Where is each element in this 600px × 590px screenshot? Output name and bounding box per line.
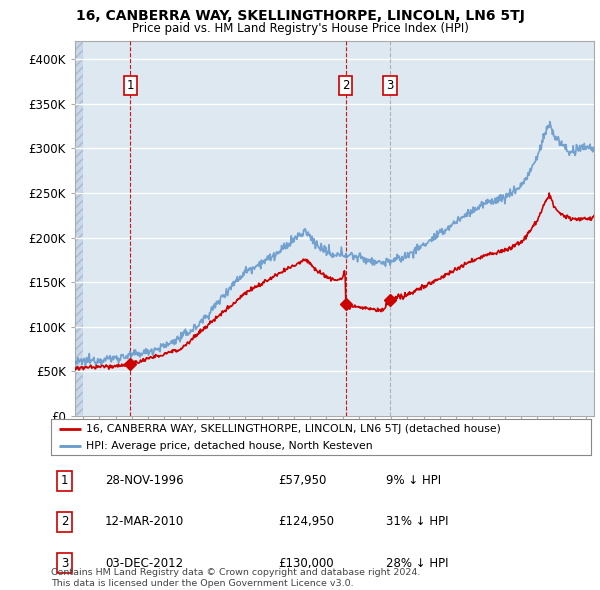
Text: 31% ↓ HPI: 31% ↓ HPI [386, 515, 448, 529]
Text: £124,950: £124,950 [278, 515, 334, 529]
Text: 1: 1 [61, 474, 68, 487]
Text: 16, CANBERRA WAY, SKELLINGTHORPE, LINCOLN, LN6 5TJ (detached house): 16, CANBERRA WAY, SKELLINGTHORPE, LINCOL… [86, 424, 501, 434]
Text: 16, CANBERRA WAY, SKELLINGTHORPE, LINCOLN, LN6 5TJ: 16, CANBERRA WAY, SKELLINGTHORPE, LINCOL… [76, 9, 524, 23]
Text: £130,000: £130,000 [278, 556, 334, 570]
Text: 3: 3 [386, 80, 394, 93]
Text: 2: 2 [61, 515, 68, 529]
Text: 3: 3 [61, 556, 68, 570]
Text: This data is licensed under the Open Government Licence v3.0.: This data is licensed under the Open Gov… [51, 579, 353, 588]
Bar [75, 41, 83, 416]
Text: 1: 1 [127, 80, 134, 93]
Text: 28-NOV-1996: 28-NOV-1996 [105, 474, 184, 487]
Text: Price paid vs. HM Land Registry's House Price Index (HPI): Price paid vs. HM Land Registry's House … [131, 22, 469, 35]
Text: 2: 2 [342, 80, 349, 93]
Text: 03-DEC-2012: 03-DEC-2012 [105, 556, 183, 570]
Text: HPI: Average price, detached house, North Kesteven: HPI: Average price, detached house, Nort… [86, 441, 373, 451]
Text: 28% ↓ HPI: 28% ↓ HPI [386, 556, 448, 570]
Text: £57,950: £57,950 [278, 474, 326, 487]
Text: 12-MAR-2010: 12-MAR-2010 [105, 515, 184, 529]
Text: Contains HM Land Registry data © Crown copyright and database right 2024.: Contains HM Land Registry data © Crown c… [51, 568, 421, 576]
Text: 9% ↓ HPI: 9% ↓ HPI [386, 474, 441, 487]
